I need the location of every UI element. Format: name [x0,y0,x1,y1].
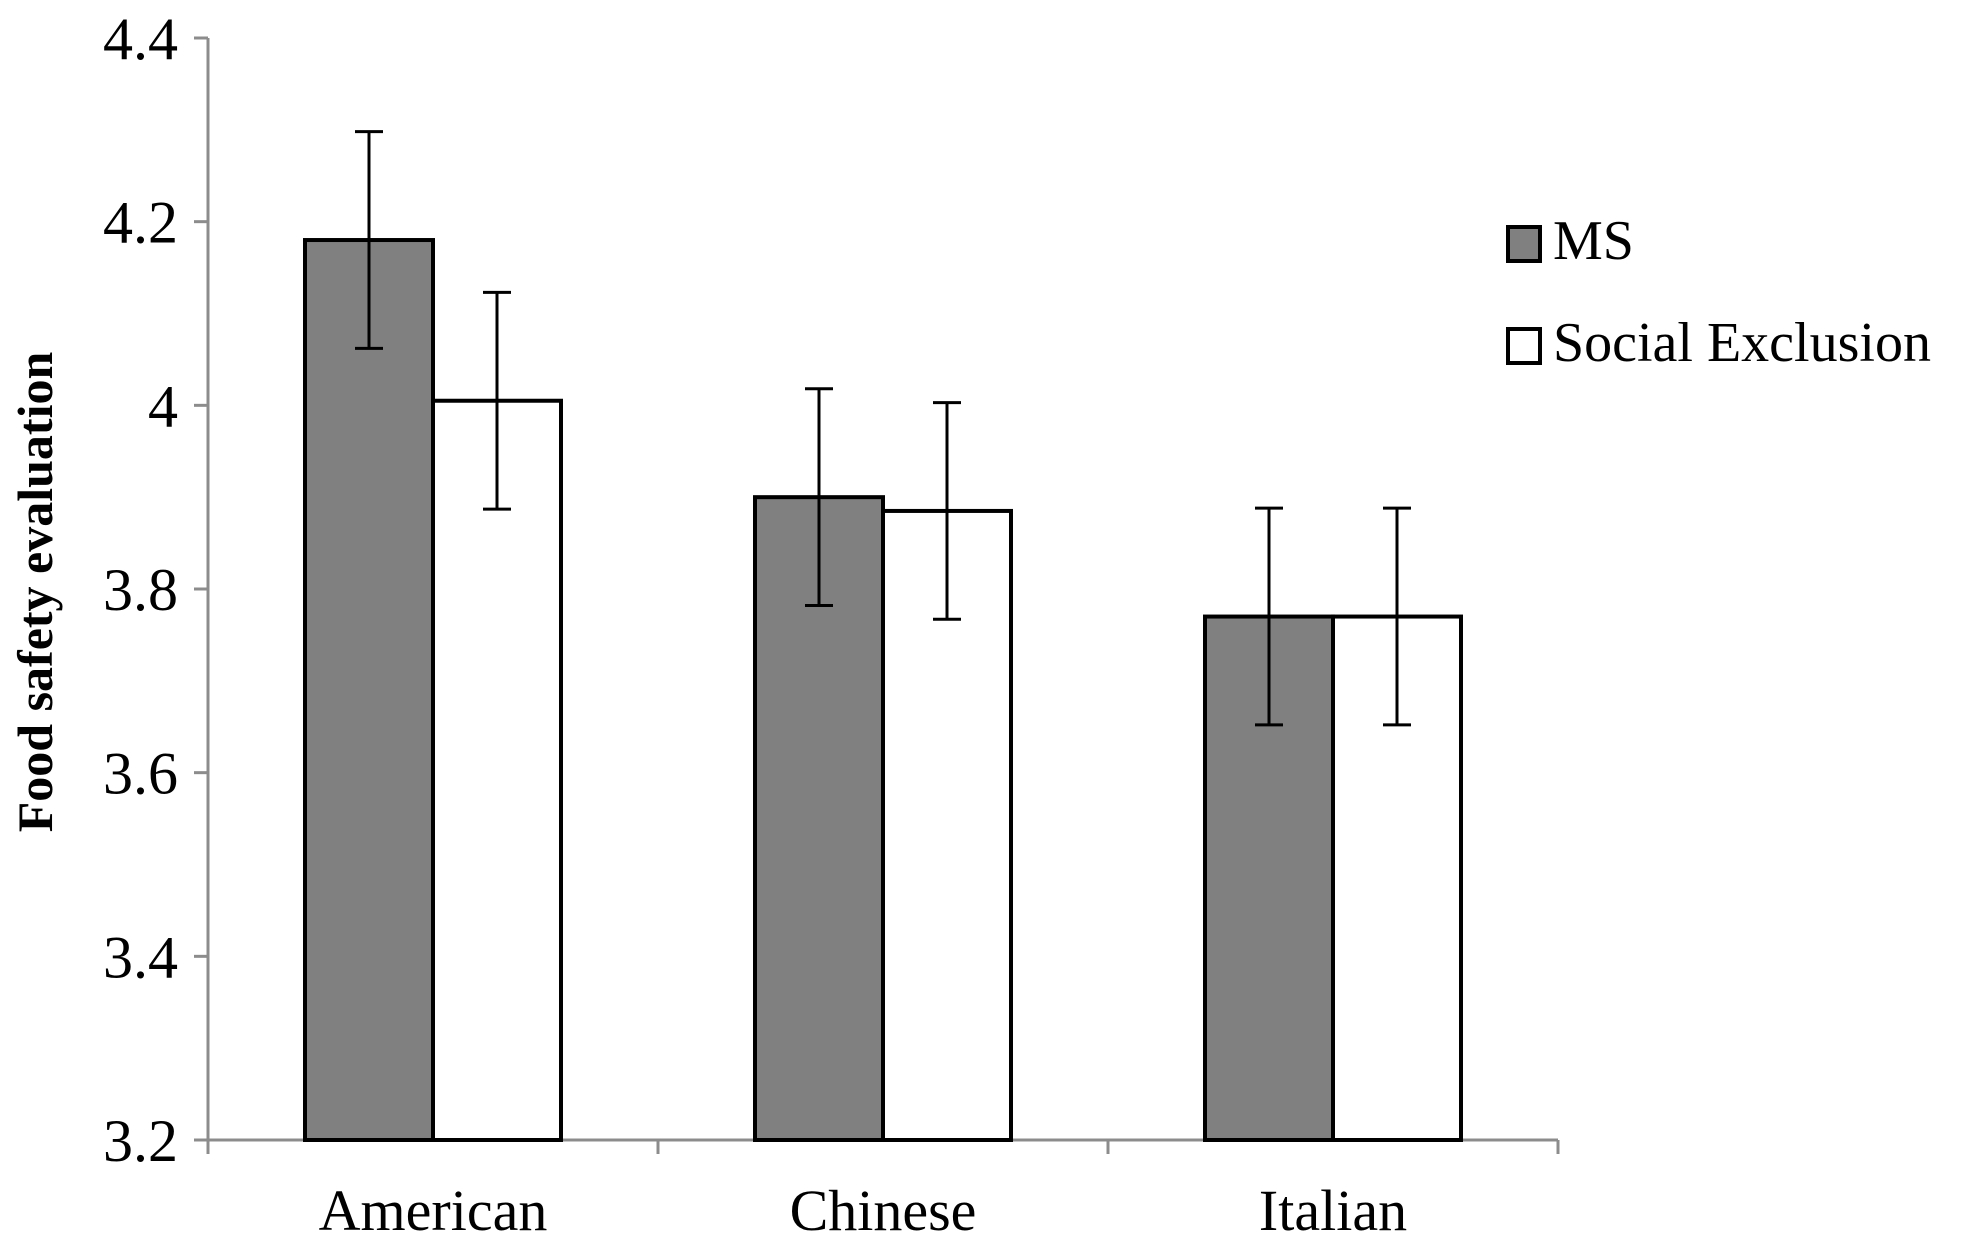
y-tick-label: 4.2 [103,190,178,256]
bar-ms [303,238,435,1143]
y-tick-label: 3.8 [103,557,178,623]
legend-swatch [1506,327,1542,365]
y-tick-label: 4 [148,373,178,439]
y-axis: 3.2 3.4 3.6 3.8 4 4.2 4.4 [103,6,210,1174]
bars [303,238,1463,1143]
y-tick-label: 3.2 [103,1108,178,1174]
y-tick-label: 3.4 [103,924,178,990]
y-axis-label: Food safety evaluation [7,352,63,833]
x-axis: American Chinese Italian [206,1138,1560,1242]
legend-swatch [1506,225,1542,263]
x-tick-label: Chinese [790,1178,977,1242]
y-tick-label: 3.6 [103,741,178,807]
legend-label: MS [1553,210,1634,272]
x-tick-label: American [319,1178,548,1242]
bar-social-exclusion [881,508,1013,1143]
x-tick-label: Italian [1259,1178,1407,1242]
y-tick-label: 4.4 [103,6,178,72]
legend-label: Social Exclusion [1553,312,1931,374]
bar-social-exclusion [431,398,563,1143]
legend: MS Social Exclusion [1506,210,1931,374]
error-bars [355,130,1411,727]
